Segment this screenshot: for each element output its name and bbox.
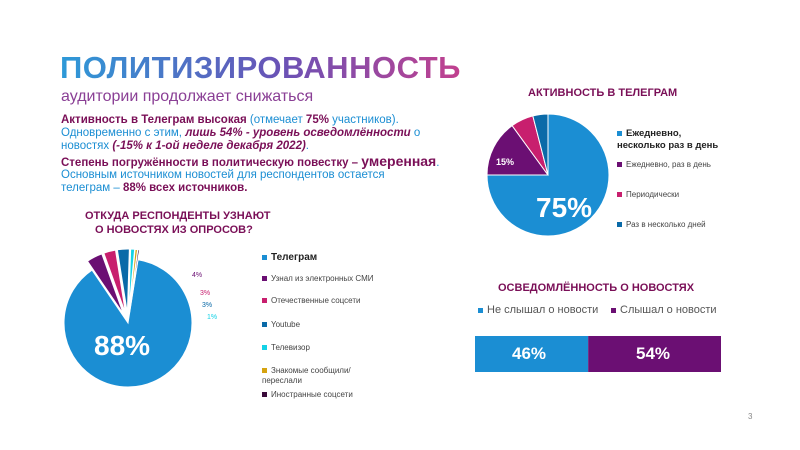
sources-pie-slice xyxy=(128,248,136,314)
awareness-value-label: 54% xyxy=(636,344,671,363)
legend-swatch xyxy=(262,392,267,398)
legend-swatch xyxy=(262,254,267,260)
activity-legend-item: Ежедневно, несколько раз в день xyxy=(617,128,727,152)
activity-legend-item: Периодически xyxy=(617,190,679,199)
awareness-value-label: 46% xyxy=(512,344,547,363)
awareness-legend-item: Не слышал о новости xyxy=(478,304,598,316)
awareness-legend-item: Слышал о новости xyxy=(611,304,717,316)
sources-slice-label: 3% xyxy=(200,290,211,297)
legend-swatch xyxy=(262,345,267,351)
page-number: 3 xyxy=(748,412,753,421)
sources-pie-slice xyxy=(103,249,127,314)
intro-highlight: 88% всех источников. xyxy=(122,182,248,194)
legend-swatch xyxy=(611,307,616,313)
intro-text: Одновременно с этим, xyxy=(61,127,186,139)
awareness-bar-segment xyxy=(475,336,589,372)
sources-legend-item: Знакомые сообщили/переслали xyxy=(262,366,367,386)
activity-legend-item: Раз в несколько дней xyxy=(617,220,706,229)
legend-swatch xyxy=(262,368,267,374)
legend-label: Отечественные соцсети xyxy=(271,296,361,305)
awareness-title: ОСВЕДОМЛЁННОСТЬ О НОВОСТЯХ xyxy=(498,282,695,294)
intro-text: участников). xyxy=(328,114,399,126)
legend-label: Телеграм xyxy=(271,252,318,263)
legend-label: Знакомые сообщили/переслали xyxy=(262,366,351,385)
sources-pie-slice xyxy=(86,253,124,315)
activity-pie-slice xyxy=(486,124,549,176)
legend-swatch xyxy=(262,322,267,328)
intro-text: о xyxy=(410,127,421,139)
intro-text: телеграм – xyxy=(61,182,123,194)
legend-swatch xyxy=(617,130,622,136)
legend-swatch xyxy=(262,298,267,304)
sources-pie-slice xyxy=(116,248,130,314)
awareness-bar-segment xyxy=(588,336,721,372)
legend-label: Иностранные соцсети xyxy=(271,390,353,399)
legend-swatch xyxy=(617,222,622,228)
legend-swatch xyxy=(617,192,622,198)
activity-main-label: 75% xyxy=(536,192,593,223)
intro-line-1: Активность в Телеграм высокая (отмечает … xyxy=(61,114,399,127)
sources-slice-label: 1% xyxy=(207,314,218,321)
sources-slice-label: 4% xyxy=(192,272,203,279)
legend-label: Узнал из электронных СМИ xyxy=(271,274,374,283)
sources-slice-label: 3% xyxy=(202,302,213,309)
intro-highlight: (-15% к 1-ой неделе декабря 2022) xyxy=(112,140,306,152)
intro-text: . xyxy=(305,140,309,152)
legend-swatch xyxy=(478,307,483,313)
sources-main-label: 88% xyxy=(94,330,151,361)
legend-swatch xyxy=(262,276,267,282)
page-title: ПОЛИТИЗИРОВАННОСТЬ xyxy=(60,50,461,85)
legend-swatch xyxy=(617,162,622,168)
sources-title-line-2: О НОВОСТЯХ ИЗ ОПРОСОВ? xyxy=(95,224,253,236)
sources-legend-item: Отечественные соцсети xyxy=(262,296,360,305)
sources-legend-item: Иностранные соцсети xyxy=(262,390,353,399)
page-subtitle: аудитории продолжает снижаться xyxy=(61,88,314,105)
sources-title-line-1: ОТКУДА РЕСПОНДЕНТЫ УЗНАЮТ xyxy=(85,210,271,222)
activity-pie-slice xyxy=(532,113,549,176)
intro-line-4: Степень погружённости в политическую пов… xyxy=(61,153,440,170)
sources-legend-item: Узнал из электронных СМИ xyxy=(262,274,374,283)
intro-highlight: лишь 54% - уровень осведомлённости xyxy=(185,127,411,139)
legend-label: Раз в несколько дней xyxy=(626,220,706,229)
intro-highlight: 75% xyxy=(305,114,329,126)
activity-title: АКТИВНОСТЬ В ТЕЛЕГРАМ xyxy=(528,87,678,99)
sources-pie-slice xyxy=(63,259,193,388)
intro-text: . xyxy=(436,157,440,169)
awareness-bar xyxy=(475,336,721,372)
intro-line-2: Одновременно с этим, лишь 54% - уровень … xyxy=(61,127,420,140)
intro-text: (отмечает xyxy=(246,114,306,126)
activity-slice-label: 15% xyxy=(496,157,515,167)
intro-text: новостях xyxy=(61,140,113,152)
sources-legend-item: Телевизор xyxy=(262,343,310,352)
intro-line-6: телеграм – 88% всех источников. xyxy=(61,182,247,195)
intro-line-5: Основным источником новостей для респонд… xyxy=(61,169,385,181)
legend-label: Ежедневно, раз в день xyxy=(626,160,711,169)
activity-pie xyxy=(486,113,610,237)
intro-line-3: новостях (-15% к 1-ой неделе декабря 202… xyxy=(61,140,309,153)
intro-highlight: Активность в Телеграм высокая xyxy=(61,114,247,126)
intro-highlight: Степень погружённости в политическую пов… xyxy=(61,157,362,169)
activity-legend-item: Ежедневно, раз в день xyxy=(617,160,711,169)
legend-label: Youtube xyxy=(271,320,301,329)
legend-label: Телевизор xyxy=(271,343,310,352)
sources-legend-item: Youtube xyxy=(262,320,300,329)
sources-pie-slice xyxy=(128,249,141,314)
legend-label: Не слышал о новости xyxy=(487,304,599,316)
legend-label: Слышал о новости xyxy=(620,304,717,316)
sources-pie xyxy=(63,248,193,388)
legend-label: Ежедневно, несколько раз в день xyxy=(617,128,719,151)
sources-legend-item: Телеграм xyxy=(262,252,317,263)
intro-highlight: умеренная xyxy=(361,153,437,169)
legend-label: Периодически xyxy=(626,190,680,199)
